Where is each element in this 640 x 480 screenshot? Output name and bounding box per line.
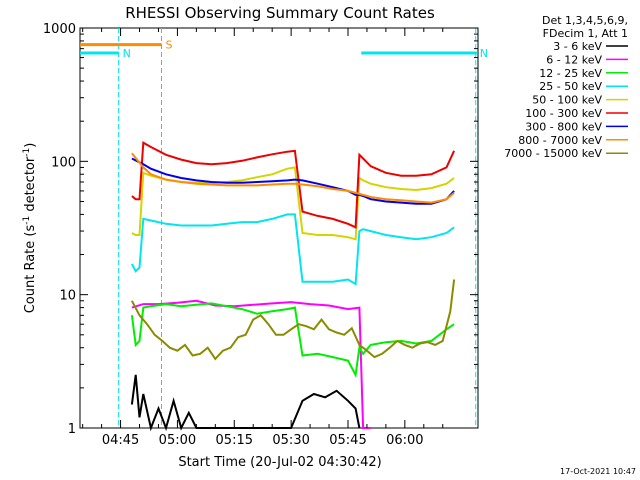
legend-header-line-2: FDecim 1, Att 1	[543, 27, 628, 40]
x-tick-label: 05:45	[329, 433, 366, 448]
y-axis-label-part: )	[23, 143, 38, 148]
legend-header-line-1: Det 1,3,4,5,6,9,	[542, 14, 628, 27]
legend-label: 50 - 100 keV	[532, 94, 602, 107]
y-tick-label: 10	[59, 289, 76, 304]
annotation-label: N	[480, 47, 488, 60]
legend-label: 3 - 6 keV	[553, 40, 602, 53]
legend-label: 12 - 25 keV	[539, 67, 602, 80]
legend-label: 100 - 300 keV	[525, 107, 602, 120]
annotation-label: N	[123, 47, 131, 60]
legend-label: 6 - 12 keV	[546, 53, 602, 66]
x-tick-label: 05:15	[216, 433, 253, 448]
y-axis-label-part: detector	[23, 156, 38, 216]
legend-label: 25 - 50 keV	[539, 80, 602, 93]
x-tick-label: 06:00	[386, 433, 423, 448]
x-tick-label: 05:30	[272, 433, 309, 448]
chart-title: RHESSI Observing Summary Count Rates	[125, 4, 435, 22]
y-axis-label-sup: -1	[22, 216, 32, 225]
y-tick-label: 1000	[43, 22, 76, 37]
legend-label: 800 - 7000 keV	[518, 134, 602, 147]
annotations: N NS	[80, 28, 488, 428]
series-line	[131, 213, 455, 286]
legend-label: 7000 - 15000 keV	[504, 147, 602, 160]
x-tick-label: 04:45	[102, 433, 139, 448]
series-line	[131, 279, 456, 361]
series-line	[131, 141, 456, 229]
series-line	[131, 152, 455, 204]
timestamp: 17-Oct-2021 10:47	[560, 467, 636, 476]
series-line	[131, 299, 371, 429]
series-line	[131, 157, 455, 205]
y-axis-label: Count Rate (s-1 detector-1)	[22, 143, 38, 314]
y-tick-label: 1	[68, 422, 76, 437]
annotation-label: S	[165, 39, 172, 52]
legend-label: 300 - 800 keV	[525, 120, 602, 133]
x-tick-label: 05:00	[159, 433, 196, 448]
series-layer	[130, 141, 456, 432]
series-line	[130, 302, 455, 379]
series-line	[130, 374, 361, 432]
x-axis-label: Start Time (20-Jul-02 04:30:42)	[178, 455, 381, 470]
y-tick-label: 100	[51, 155, 76, 170]
axis-ticks: 04:45 05:00 05:15 05:30 05:45 06:00 1 10 100 1000	[43, 22, 478, 448]
y-axis-label-part: Count Rate (s	[23, 225, 38, 314]
y-axis-label-sup: -1	[22, 148, 32, 157]
